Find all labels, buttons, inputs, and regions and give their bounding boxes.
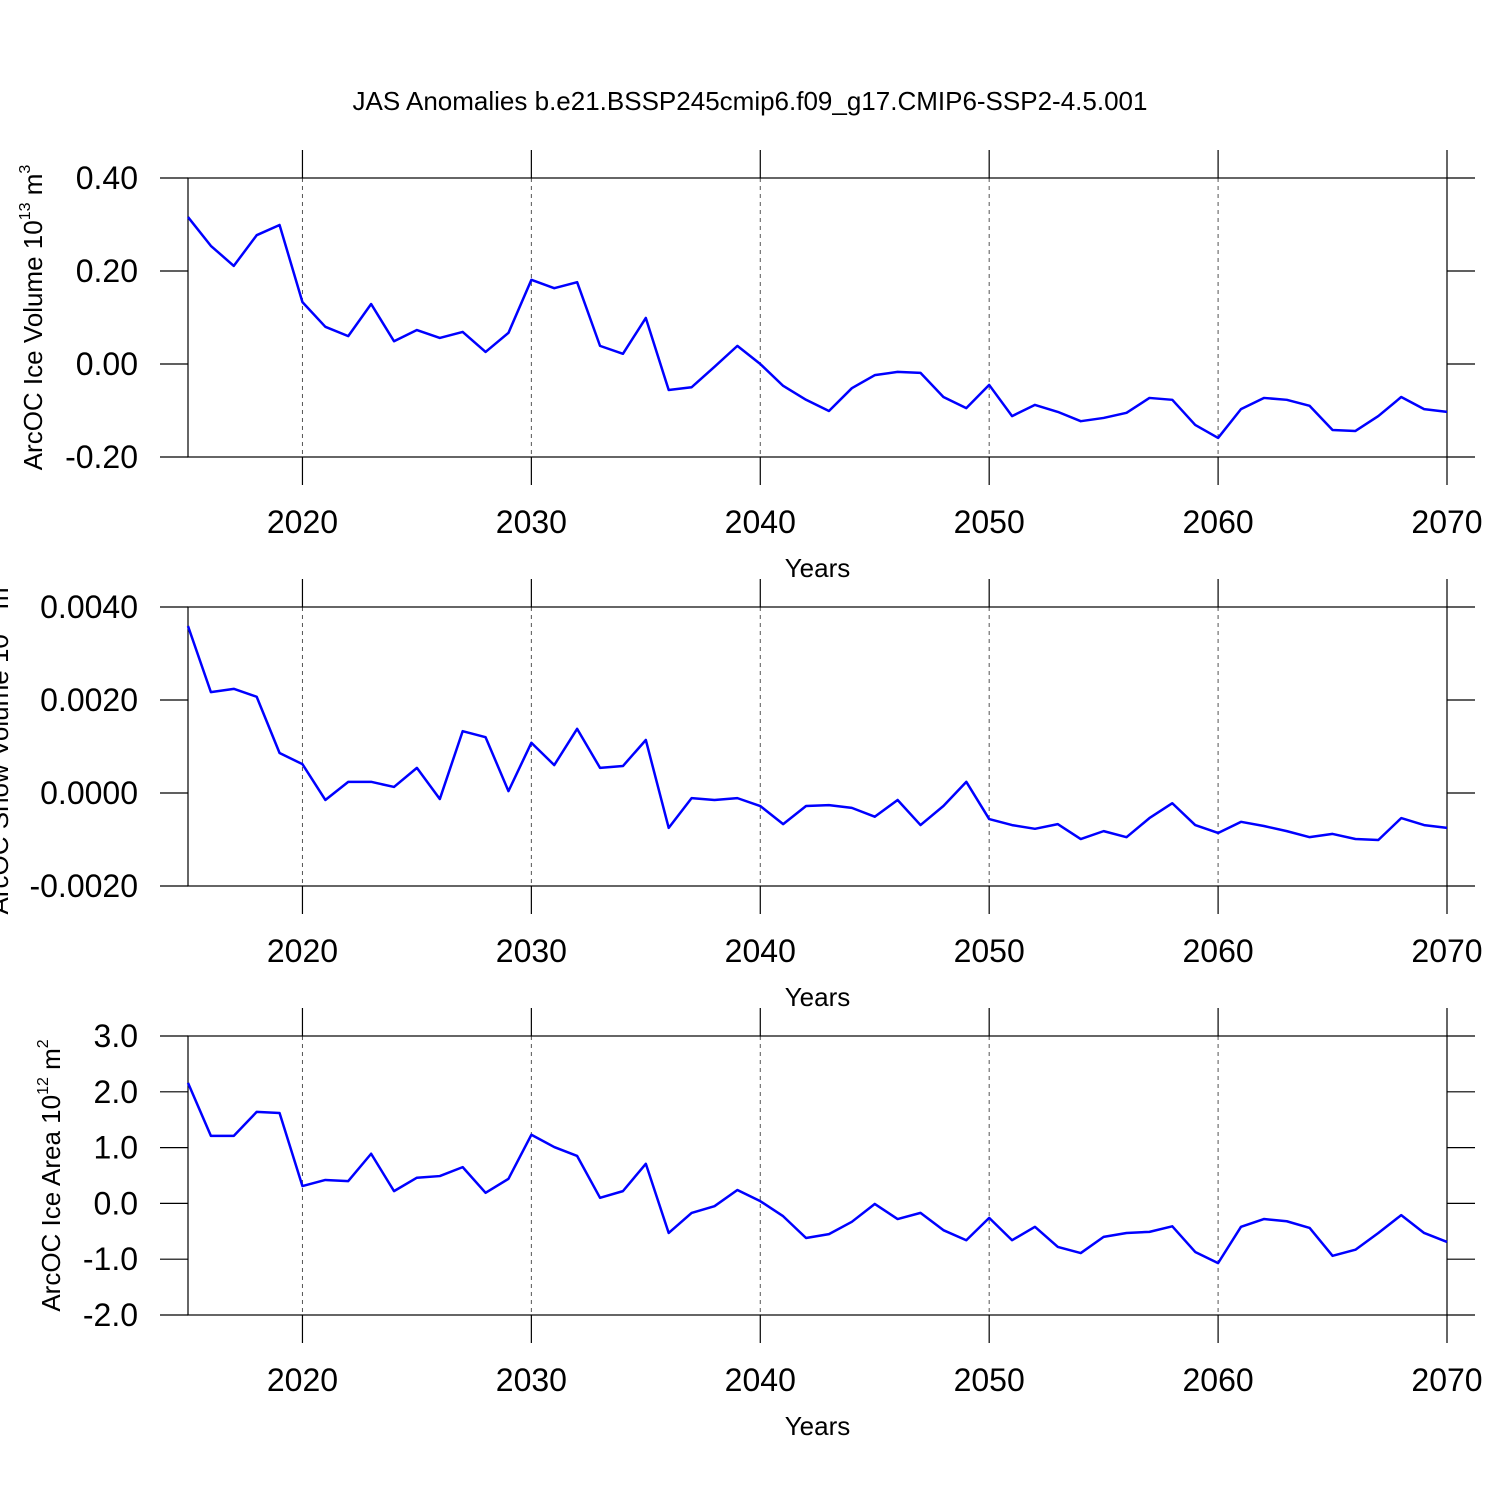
x-tick-label: 2060: [1182, 933, 1253, 969]
x-tick-label: 2060: [1182, 1362, 1253, 1398]
y-tick-label: -2.0: [83, 1297, 138, 1333]
y-axis-label-part: ArcOC Ice Area 10: [36, 1095, 66, 1312]
plot-frame: [187, 177, 1448, 458]
y-tick-label: -1.0: [83, 1241, 138, 1277]
x-tick-label: 2040: [725, 933, 796, 969]
y-axis-label-superscript: 2: [35, 1039, 52, 1048]
panel: 2020 2030 2040 2050 2060 2070 -2.0 -1.0 0.0 1.0 2.…: [35, 1008, 1483, 1441]
y-tick-label: -0.0020: [29, 868, 138, 904]
panel: 2020 2030 2040 2050 2060 2070 -0.0020 0.0000 0.0…: [0, 578, 1483, 1012]
x-tick-label: 2070: [1411, 1362, 1482, 1398]
y-axis-label-part: m: [36, 1048, 66, 1077]
x-tick-label: 2030: [496, 504, 567, 540]
y-tick-label: 0.20: [76, 253, 138, 289]
y-tick-label: 0.0000: [40, 775, 138, 811]
y-axis-label-part: ArcOC Snow Volume 10: [0, 634, 14, 914]
y-axis-label-part: m: [0, 587, 14, 616]
x-tick-label: 2040: [725, 1362, 796, 1398]
y-tick-label: 0.0: [94, 1185, 138, 1221]
y-tick-label: 0.0040: [40, 589, 138, 625]
x-axis-label: Years: [785, 982, 851, 1012]
y-tick-label: 1.0: [94, 1130, 138, 1166]
y-axis-label-part: m: [18, 174, 48, 203]
x-tick-label: 2040: [725, 504, 796, 540]
data-line: [186, 1082, 1448, 1265]
x-tick-label: 2070: [1411, 504, 1482, 540]
y-tick-label: -0.20: [65, 439, 138, 475]
x-tick-label: 2070: [1411, 933, 1482, 969]
y-tick-label: 0.40: [76, 160, 138, 196]
y-axis-label-superscript: 3: [17, 165, 34, 174]
x-axis-label: Years: [785, 553, 851, 583]
plot-frame: [187, 1035, 1448, 1316]
plot-frame: [187, 606, 1448, 887]
y-axis-label-superscript: 13: [17, 202, 34, 220]
x-tick-label: 2020: [267, 504, 338, 540]
y-tick-label: 0.0020: [40, 682, 138, 718]
y-tick-label: 0.00: [76, 346, 138, 382]
x-tick-label: 2020: [267, 933, 338, 969]
y-axis-label-part: ArcOC Ice Volume 10: [18, 220, 48, 470]
x-tick-label: 2050: [954, 1362, 1025, 1398]
x-tick-label: 2050: [954, 504, 1025, 540]
x-axis-label: Years: [785, 1411, 851, 1441]
y-axis-label: ArcOC Ice Volume 1013 m3: [17, 165, 48, 471]
y-axis-label: ArcOC Ice Area 1012 m2: [35, 1039, 66, 1311]
y-axis-label: ArcOC Snow Volume 1013 m3: [0, 578, 14, 914]
figure-title: JAS Anomalies b.e21.BSSP245cmip6.f09_g17…: [353, 86, 1148, 116]
panel: 2020 2030 2040 2050 2060 2070 -0.20 0.00 0.20 0.4…: [17, 150, 1483, 583]
y-tick-label: 2.0: [94, 1074, 138, 1110]
data-line: [186, 625, 1448, 842]
x-tick-label: 2060: [1182, 504, 1253, 540]
y-tick-label: 3.0: [94, 1018, 138, 1054]
x-tick-label: 2020: [267, 1362, 338, 1398]
y-axis-label-superscript: 12: [35, 1077, 52, 1095]
x-tick-label: 2030: [496, 1362, 567, 1398]
x-tick-label: 2030: [496, 933, 567, 969]
x-tick-label: 2050: [954, 933, 1025, 969]
data-line: [187, 216, 1448, 440]
